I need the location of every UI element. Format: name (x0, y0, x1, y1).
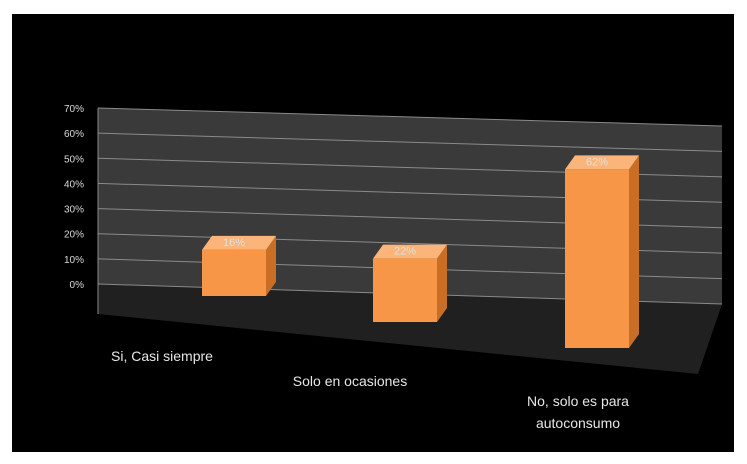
bar (565, 169, 629, 348)
bar (373, 258, 437, 322)
x-category-label: No, solo es para autoconsumo (527, 393, 629, 431)
bar (202, 249, 266, 296)
y-tick-label: 30% (64, 205, 84, 216)
bar-top (565, 155, 639, 170)
data-label: 62% (586, 156, 608, 168)
x-category-label: Solo en ocasiones (293, 373, 407, 389)
y-tick-label: 70% (64, 104, 84, 115)
gridline (97, 107, 723, 127)
data-label: 16% (223, 237, 245, 249)
y-tick-label: 20% (64, 230, 84, 241)
bar-side (629, 155, 639, 348)
y-tick-label: 50% (64, 154, 84, 165)
data-label: 22% (394, 246, 416, 258)
y-tick-label: 60% (64, 129, 84, 140)
y-tick-label: 0% (70, 280, 85, 291)
y-tick-label: 40% (64, 179, 84, 190)
bar-chart: 0% 10% 20% 30% 40% 50% 60% 70% 16% 22% 62% Si, Casi… (64, 104, 723, 431)
bar-top (373, 244, 447, 259)
chart-panel: 0% 10% 20% 30% 40% 50% 60% 70% 16% 22% 62% Si, Casi… (12, 14, 734, 452)
gridline (97, 132, 723, 152)
bar-top (202, 235, 276, 250)
y-tick-label: 10% (64, 255, 84, 266)
bar-side (437, 244, 447, 322)
bar-side (266, 235, 276, 296)
x-category-label: Si, Casi siempre (111, 348, 213, 364)
